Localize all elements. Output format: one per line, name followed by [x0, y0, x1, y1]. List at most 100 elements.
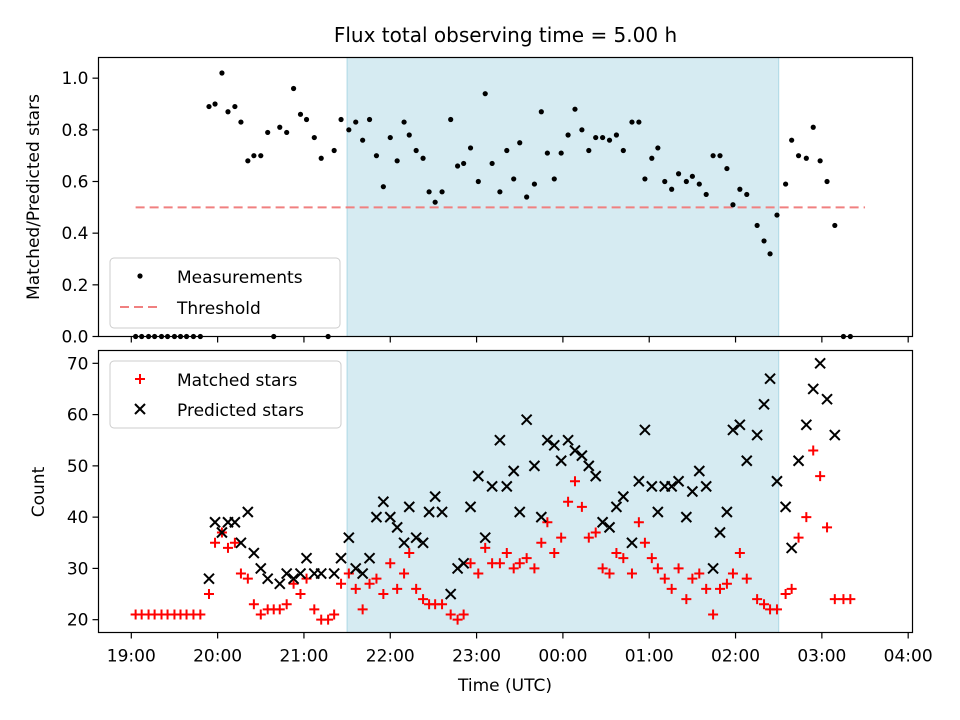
bottom-panel: 20 30 40 50 60 70 19:00 20:00 21:00 22:00 23:00 00…	[29, 349, 933, 696]
y-tick-label: 0.4	[61, 224, 88, 244]
predicted-star-point	[464, 501, 477, 513]
measurement-point	[642, 176, 648, 182]
measurement-point	[531, 181, 538, 187]
predicted-star-point	[596, 516, 609, 528]
matched-star-point	[521, 553, 532, 564]
legend-predicted-label: Predicted stars	[177, 401, 304, 421]
matched-star-point	[549, 548, 560, 559]
matched-star-point	[195, 609, 206, 620]
y-tick-label: 0.0	[61, 328, 88, 348]
bottom-y-ticks: 20 30 40 50 60 70	[67, 354, 99, 631]
matched-star-point	[336, 578, 347, 589]
top-axes-frame	[97, 56, 914, 338]
measurement-point	[497, 189, 503, 195]
predicted-star-point	[300, 552, 313, 564]
measurement-point	[767, 251, 773, 257]
predicted-star-point	[501, 480, 513, 493]
measurement-point	[737, 186, 743, 192]
matched-star-point	[329, 609, 340, 620]
matched-star-point	[399, 568, 410, 579]
matched-star-point	[780, 589, 791, 600]
measurement-point	[586, 147, 592, 154]
measurement-point	[251, 153, 257, 159]
measurement-point	[238, 119, 244, 125]
matched-star-point	[659, 573, 670, 584]
matched-star-point	[727, 568, 738, 579]
matched-star-point	[529, 563, 540, 574]
matched-star-point	[514, 558, 525, 569]
predicted-star-point	[417, 537, 429, 549]
predicted-star-point	[520, 414, 533, 426]
x-axis-label: Time (UTC)	[457, 676, 552, 696]
predicted-star-point	[328, 567, 340, 580]
predicted-star-point	[287, 572, 300, 585]
measurement-point	[258, 153, 264, 159]
matched-star-point	[590, 527, 601, 538]
measurement-point	[761, 238, 767, 244]
predicted-star-point	[792, 455, 805, 467]
measurement-point	[454, 163, 461, 169]
measurement-point	[649, 155, 655, 161]
measurement-point	[318, 155, 324, 161]
measurement-point	[703, 191, 709, 198]
measurement-point	[795, 153, 802, 159]
matched-star-point	[210, 537, 221, 548]
predicted-star-point	[672, 475, 685, 487]
measurement-point	[511, 176, 517, 182]
predicted-star-point	[734, 419, 746, 431]
measurement-point	[636, 119, 642, 125]
measurement-point	[387, 134, 393, 141]
measurement-point	[544, 150, 550, 156]
predicted-star-point	[356, 567, 369, 580]
matched-star-point	[494, 558, 505, 569]
measurement-point	[824, 178, 830, 185]
matched-star-point	[646, 553, 657, 564]
matched-star-point	[708, 609, 719, 620]
matched-star-point	[666, 583, 677, 594]
predicted-star-point	[444, 588, 457, 600]
matched-star-point	[309, 604, 320, 615]
matched-star-point	[752, 594, 763, 605]
measurement-point	[448, 116, 454, 123]
matched-star-point	[392, 583, 403, 594]
matched-star-point	[357, 604, 368, 615]
measurement-point	[373, 153, 380, 159]
y-tick-label: 1.0	[61, 69, 88, 89]
matched-star-point	[829, 594, 840, 605]
measurement-point	[420, 155, 426, 161]
measurement-point	[783, 181, 789, 187]
measurement-point	[284, 129, 290, 136]
y-tick-label: 0.8	[61, 121, 88, 141]
predicted-star-point	[216, 526, 228, 539]
matched-star-point	[473, 568, 484, 579]
matched-star-point	[222, 542, 233, 553]
predicted-star-point	[479, 531, 491, 544]
matched-star-point	[815, 471, 826, 482]
matched-star-point	[452, 614, 463, 625]
measurement-point	[593, 134, 599, 141]
predicted-star-point	[294, 567, 307, 580]
measurement-point	[467, 145, 474, 151]
x-tick-label: 01:00	[625, 647, 674, 667]
y-tick-label: 50	[67, 457, 89, 477]
matched-star-point	[801, 512, 812, 523]
predicted-star-point	[486, 480, 498, 493]
matched-star-point	[418, 594, 429, 605]
measurement-point	[290, 85, 297, 92]
measurement-point	[724, 165, 730, 172]
matched-star-point	[721, 578, 732, 589]
measurement-point	[810, 124, 816, 130]
measurement-point	[225, 109, 231, 115]
predicted-star-point	[721, 506, 733, 518]
matched-star-point	[508, 563, 519, 574]
top-legend: Measurements Threshold	[109, 257, 341, 329]
measurement-point	[789, 137, 795, 143]
top-y-ticks: 0.0 0.2 0.4 0.6 0.8 1.0	[61, 69, 99, 348]
predicted-star-point	[771, 475, 783, 487]
predicted-star-point	[555, 455, 567, 467]
predicted-star-point	[583, 460, 595, 472]
predicted-star-point	[280, 567, 293, 580]
measurement-point	[675, 171, 682, 177]
x-tick-label: 03:00	[797, 647, 846, 667]
